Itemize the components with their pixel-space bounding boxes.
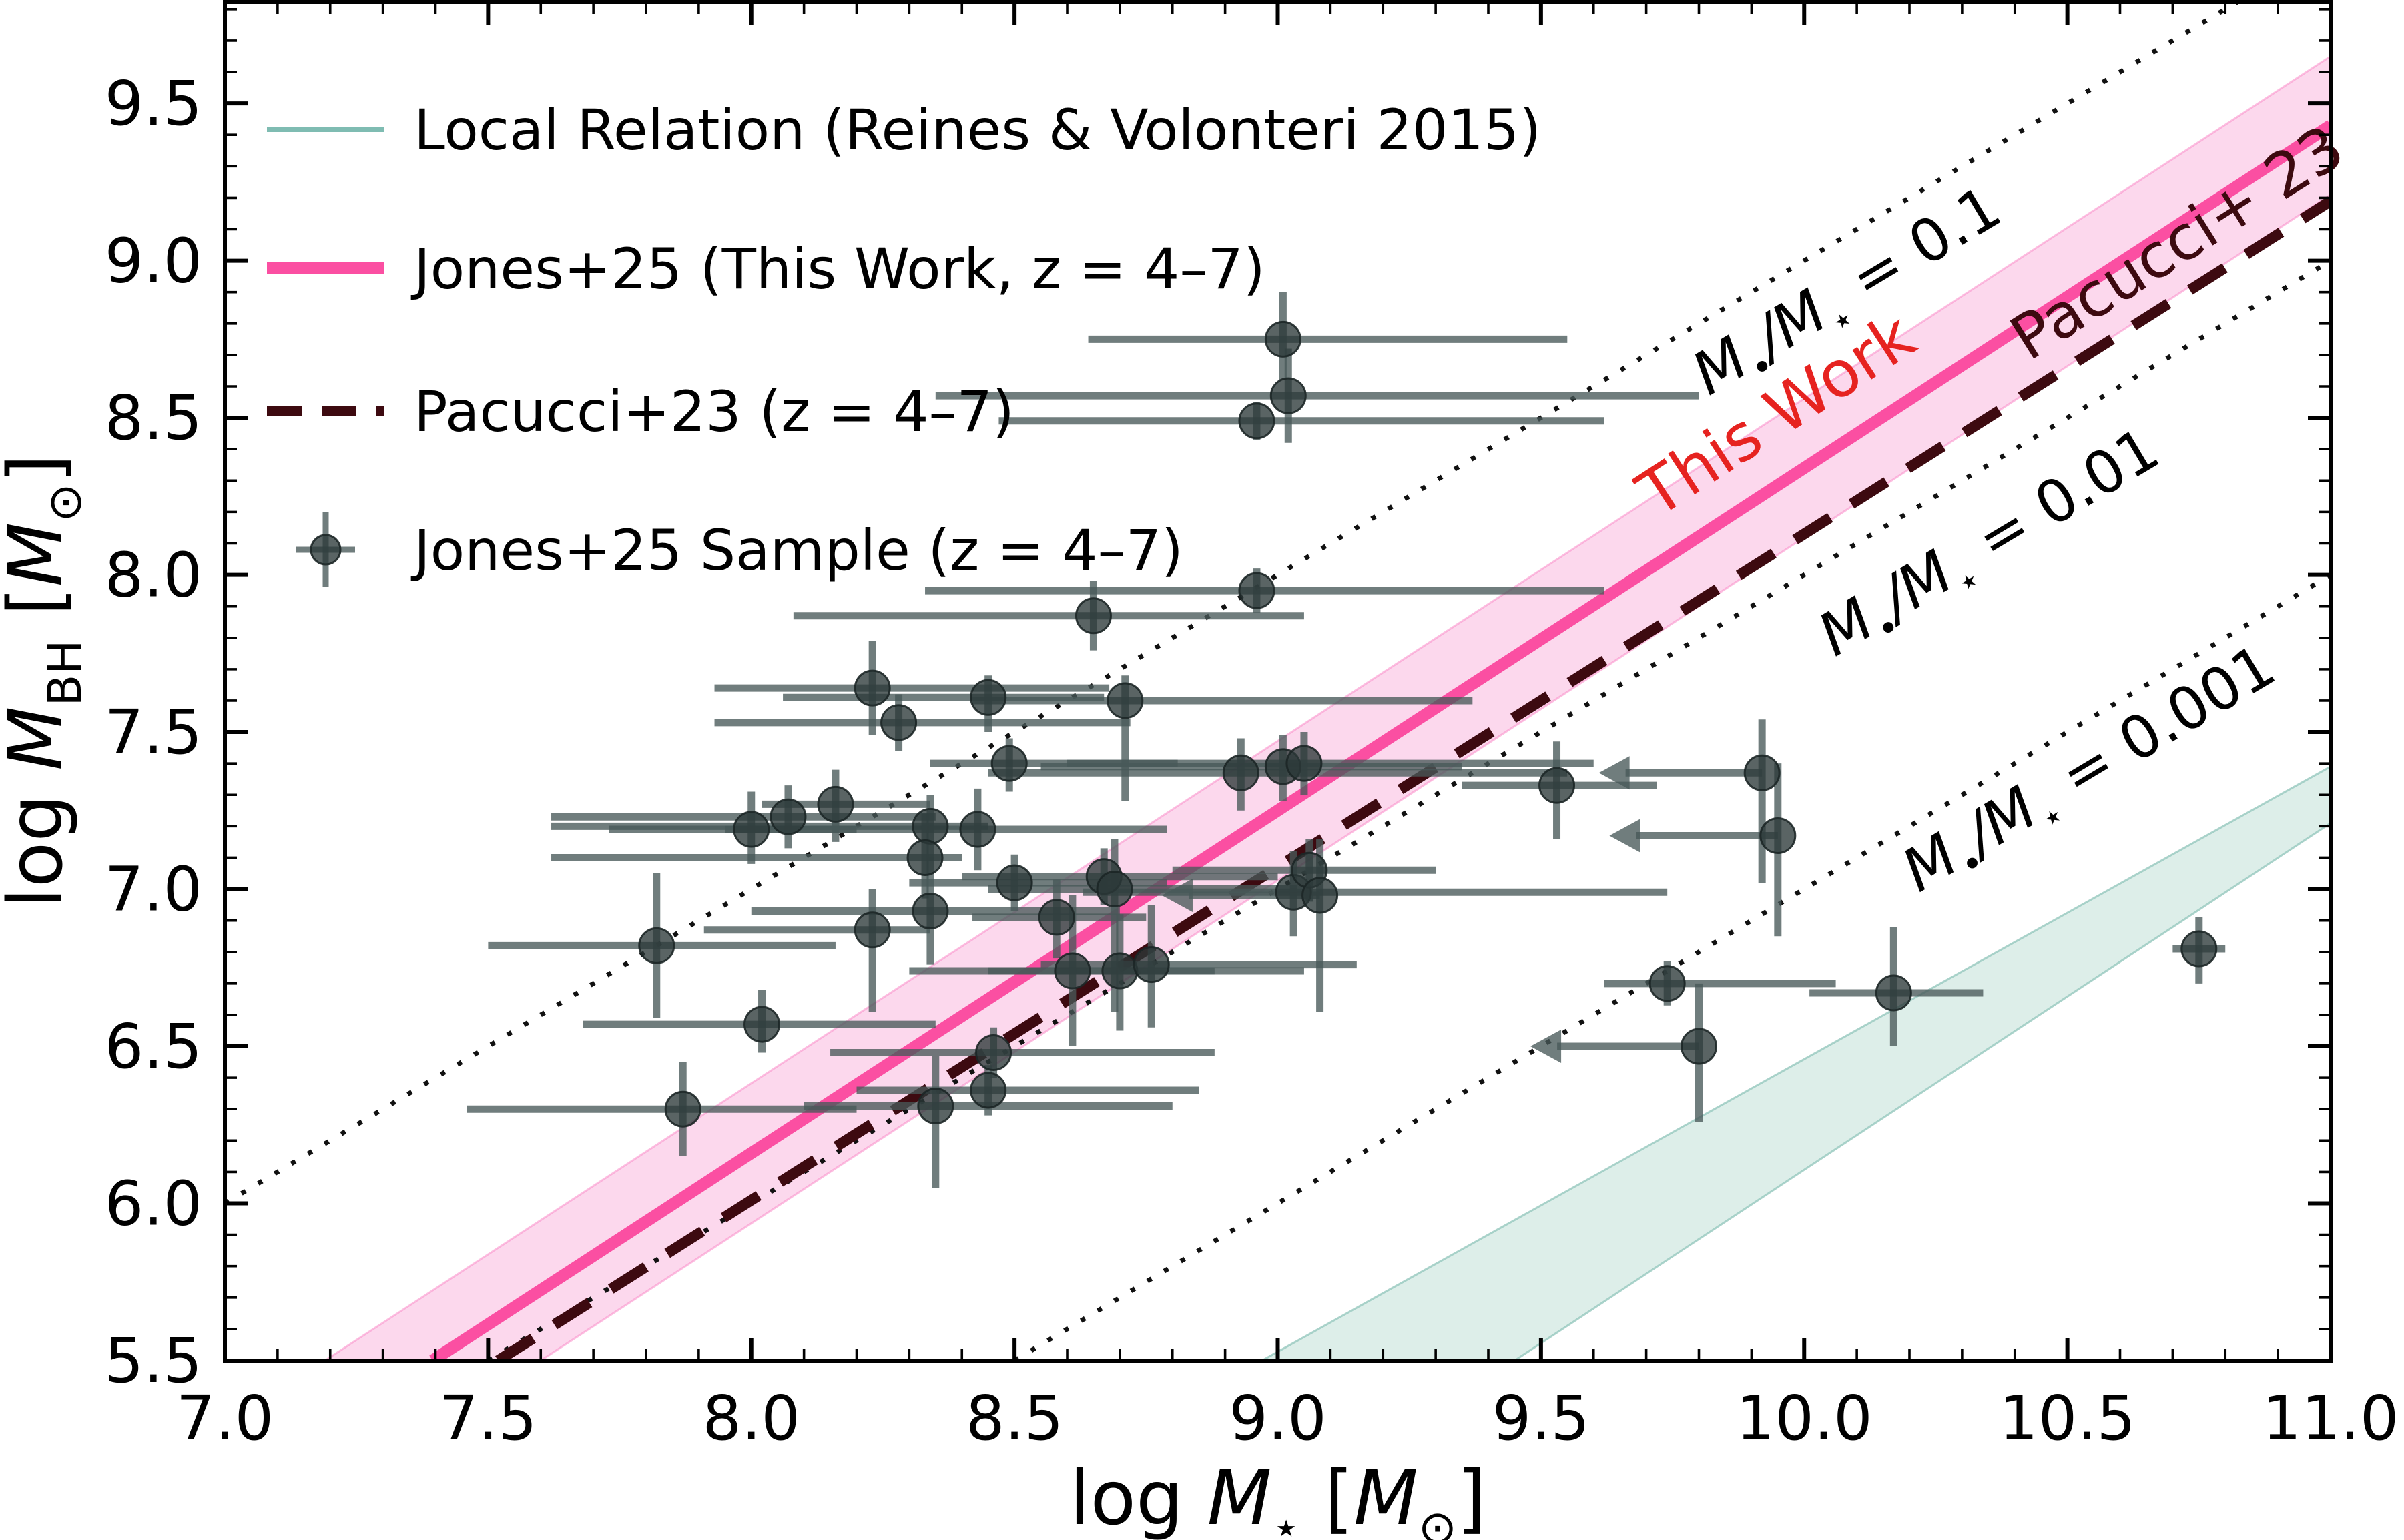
- data-point: [1759, 817, 1797, 854]
- data-point: [1264, 320, 1301, 358]
- data-point: [1301, 877, 1339, 914]
- data-point: [970, 1072, 1007, 1109]
- y-tick-label: 9.0: [105, 226, 202, 297]
- data-point: [975, 1034, 1012, 1071]
- y-axis-label-segment: [: [0, 587, 79, 639]
- upper-limit-arrow: [1530, 1030, 1562, 1064]
- x-axis-label-segment: M: [1354, 1455, 1418, 1540]
- data-point: [1133, 946, 1170, 984]
- legend-item-jones25-sample: Jones+25 Sample (z = 4–7): [296, 512, 1183, 587]
- data-point: [1538, 767, 1576, 804]
- upper-limit-arrow: [1598, 756, 1630, 790]
- x-axis-label-segment: ]: [1457, 1455, 1486, 1540]
- y-tick-label: 5.5: [105, 1325, 202, 1397]
- y-axis-label-segment: ]: [0, 454, 79, 484]
- data-point: [1096, 871, 1133, 908]
- data-point: [1238, 402, 1275, 440]
- y-tick-label: 6.5: [105, 1011, 202, 1082]
- legend-label-local-relation: Local Relation (Reines & Volonteri 2015): [414, 97, 1541, 163]
- ratio-line-0.1: [225, 2, 2239, 1206]
- legend-marker-point: [310, 534, 342, 566]
- x-tick-label: 8.0: [703, 1383, 800, 1454]
- y-axis-label-segment: ⊙: [39, 483, 92, 522]
- data-point: [817, 785, 854, 823]
- legend-label-jones25-fit: Jones+25 (This Work, z = 4–7): [410, 236, 1265, 302]
- legend-label-pacucci23-fit: Pacucci+23 (z = 4–7): [414, 379, 1014, 444]
- data-point: [664, 1090, 701, 1128]
- data-point: [854, 669, 891, 707]
- data-point: [912, 893, 949, 930]
- data-point: [1743, 754, 1781, 791]
- ratio-line-0.001: [1013, 572, 2331, 1361]
- x-axis-label-segment: [: [1301, 1455, 1354, 1540]
- x-tick-label: 11.0: [2263, 1383, 2399, 1454]
- x-tick-label: 10.0: [1736, 1383, 1873, 1454]
- data-point: [733, 811, 770, 848]
- x-tick-label: 9.5: [1492, 1383, 1590, 1454]
- data-point: [1285, 745, 1323, 782]
- data-point: [1681, 1028, 1717, 1065]
- this-work-confidence-band: [323, 55, 2331, 1361]
- upper-limit-arrow: [1161, 878, 1193, 912]
- data-point: [743, 1006, 781, 1043]
- x-tick-label: 8.5: [966, 1383, 1063, 1454]
- legend-label-jones25-sample: Jones+25 Sample (z = 4–7): [410, 518, 1183, 583]
- y-axis-label-segment: M: [0, 706, 79, 771]
- data-point: [1101, 952, 1139, 990]
- data-point: [1075, 597, 1112, 635]
- legend-item-pacucci23-fit: Pacucci+23 (z = 4–7): [267, 379, 1014, 444]
- data-point: [1238, 572, 1275, 609]
- y-tick-label: 9.5: [105, 68, 202, 139]
- x-tick-label: 10.5: [1999, 1383, 2136, 1454]
- y-axis-label-segment: M: [0, 522, 79, 587]
- marker-layer: [638, 320, 2218, 1128]
- x-axis-label-segment: M: [1207, 1455, 1272, 1540]
- data-point: [854, 911, 891, 949]
- local-relation-band: [1259, 765, 2331, 1361]
- pacucci23-fit-line: [495, 196, 2331, 1361]
- y-tick-label: 7.5: [105, 697, 202, 768]
- legend-item-local-relation: Local Relation (Reines & Volonteri 2015): [267, 97, 1541, 163]
- data-point: [1222, 754, 1259, 791]
- data-point: [1107, 682, 1144, 719]
- y-tick-label: 8.0: [105, 540, 202, 611]
- y-tick-label: 6.0: [105, 1168, 202, 1240]
- data-point: [917, 1088, 954, 1125]
- x-tick-label: 7.0: [176, 1383, 274, 1454]
- x-axis-label-segment: ⊙: [1418, 1501, 1457, 1540]
- data-point: [638, 927, 675, 964]
- data-point: [990, 745, 1028, 782]
- data-point: [1038, 899, 1075, 936]
- data-point: [1054, 952, 1091, 990]
- data-point: [996, 864, 1033, 901]
- y-axis-label: log MBH [M⊙]: [0, 454, 92, 909]
- data-layer: [225, 2, 2331, 1361]
- data-point: [2180, 930, 2218, 968]
- y-axis-label-segment: BH: [39, 639, 92, 706]
- y-axis-label-segment: log: [0, 771, 79, 908]
- x-tick-label: 7.5: [439, 1383, 537, 1454]
- x-tick-label: 9.0: [1229, 1383, 1326, 1454]
- upper-limit-arrow: [1609, 819, 1640, 853]
- y-tick-label: 7.0: [105, 854, 202, 925]
- data-point: [959, 811, 996, 848]
- data-point: [1269, 377, 1307, 414]
- legend-item-jones25-fit: Jones+25 (This Work, z = 4–7): [267, 236, 1265, 302]
- data-point: [906, 839, 944, 876]
- data-point: [912, 807, 949, 845]
- legend: Local Relation (Reines & Volonteri 2015)…: [267, 97, 1541, 587]
- data-point: [970, 679, 1007, 716]
- y-tick-label: 8.5: [105, 382, 202, 454]
- x-axis-label: log M⋆ [M⊙]: [1069, 1455, 1486, 1540]
- data-point: [770, 798, 807, 835]
- x-axis-label-segment: ⋆: [1271, 1501, 1300, 1540]
- data-point: [1648, 965, 1686, 1002]
- this-work-fit-line: [429, 120, 2331, 1361]
- data-point: [1875, 974, 1912, 1012]
- data-point: [880, 704, 918, 741]
- ticks-layer: [223, 2, 2333, 1363]
- x-axis-label-segment: log: [1069, 1455, 1207, 1540]
